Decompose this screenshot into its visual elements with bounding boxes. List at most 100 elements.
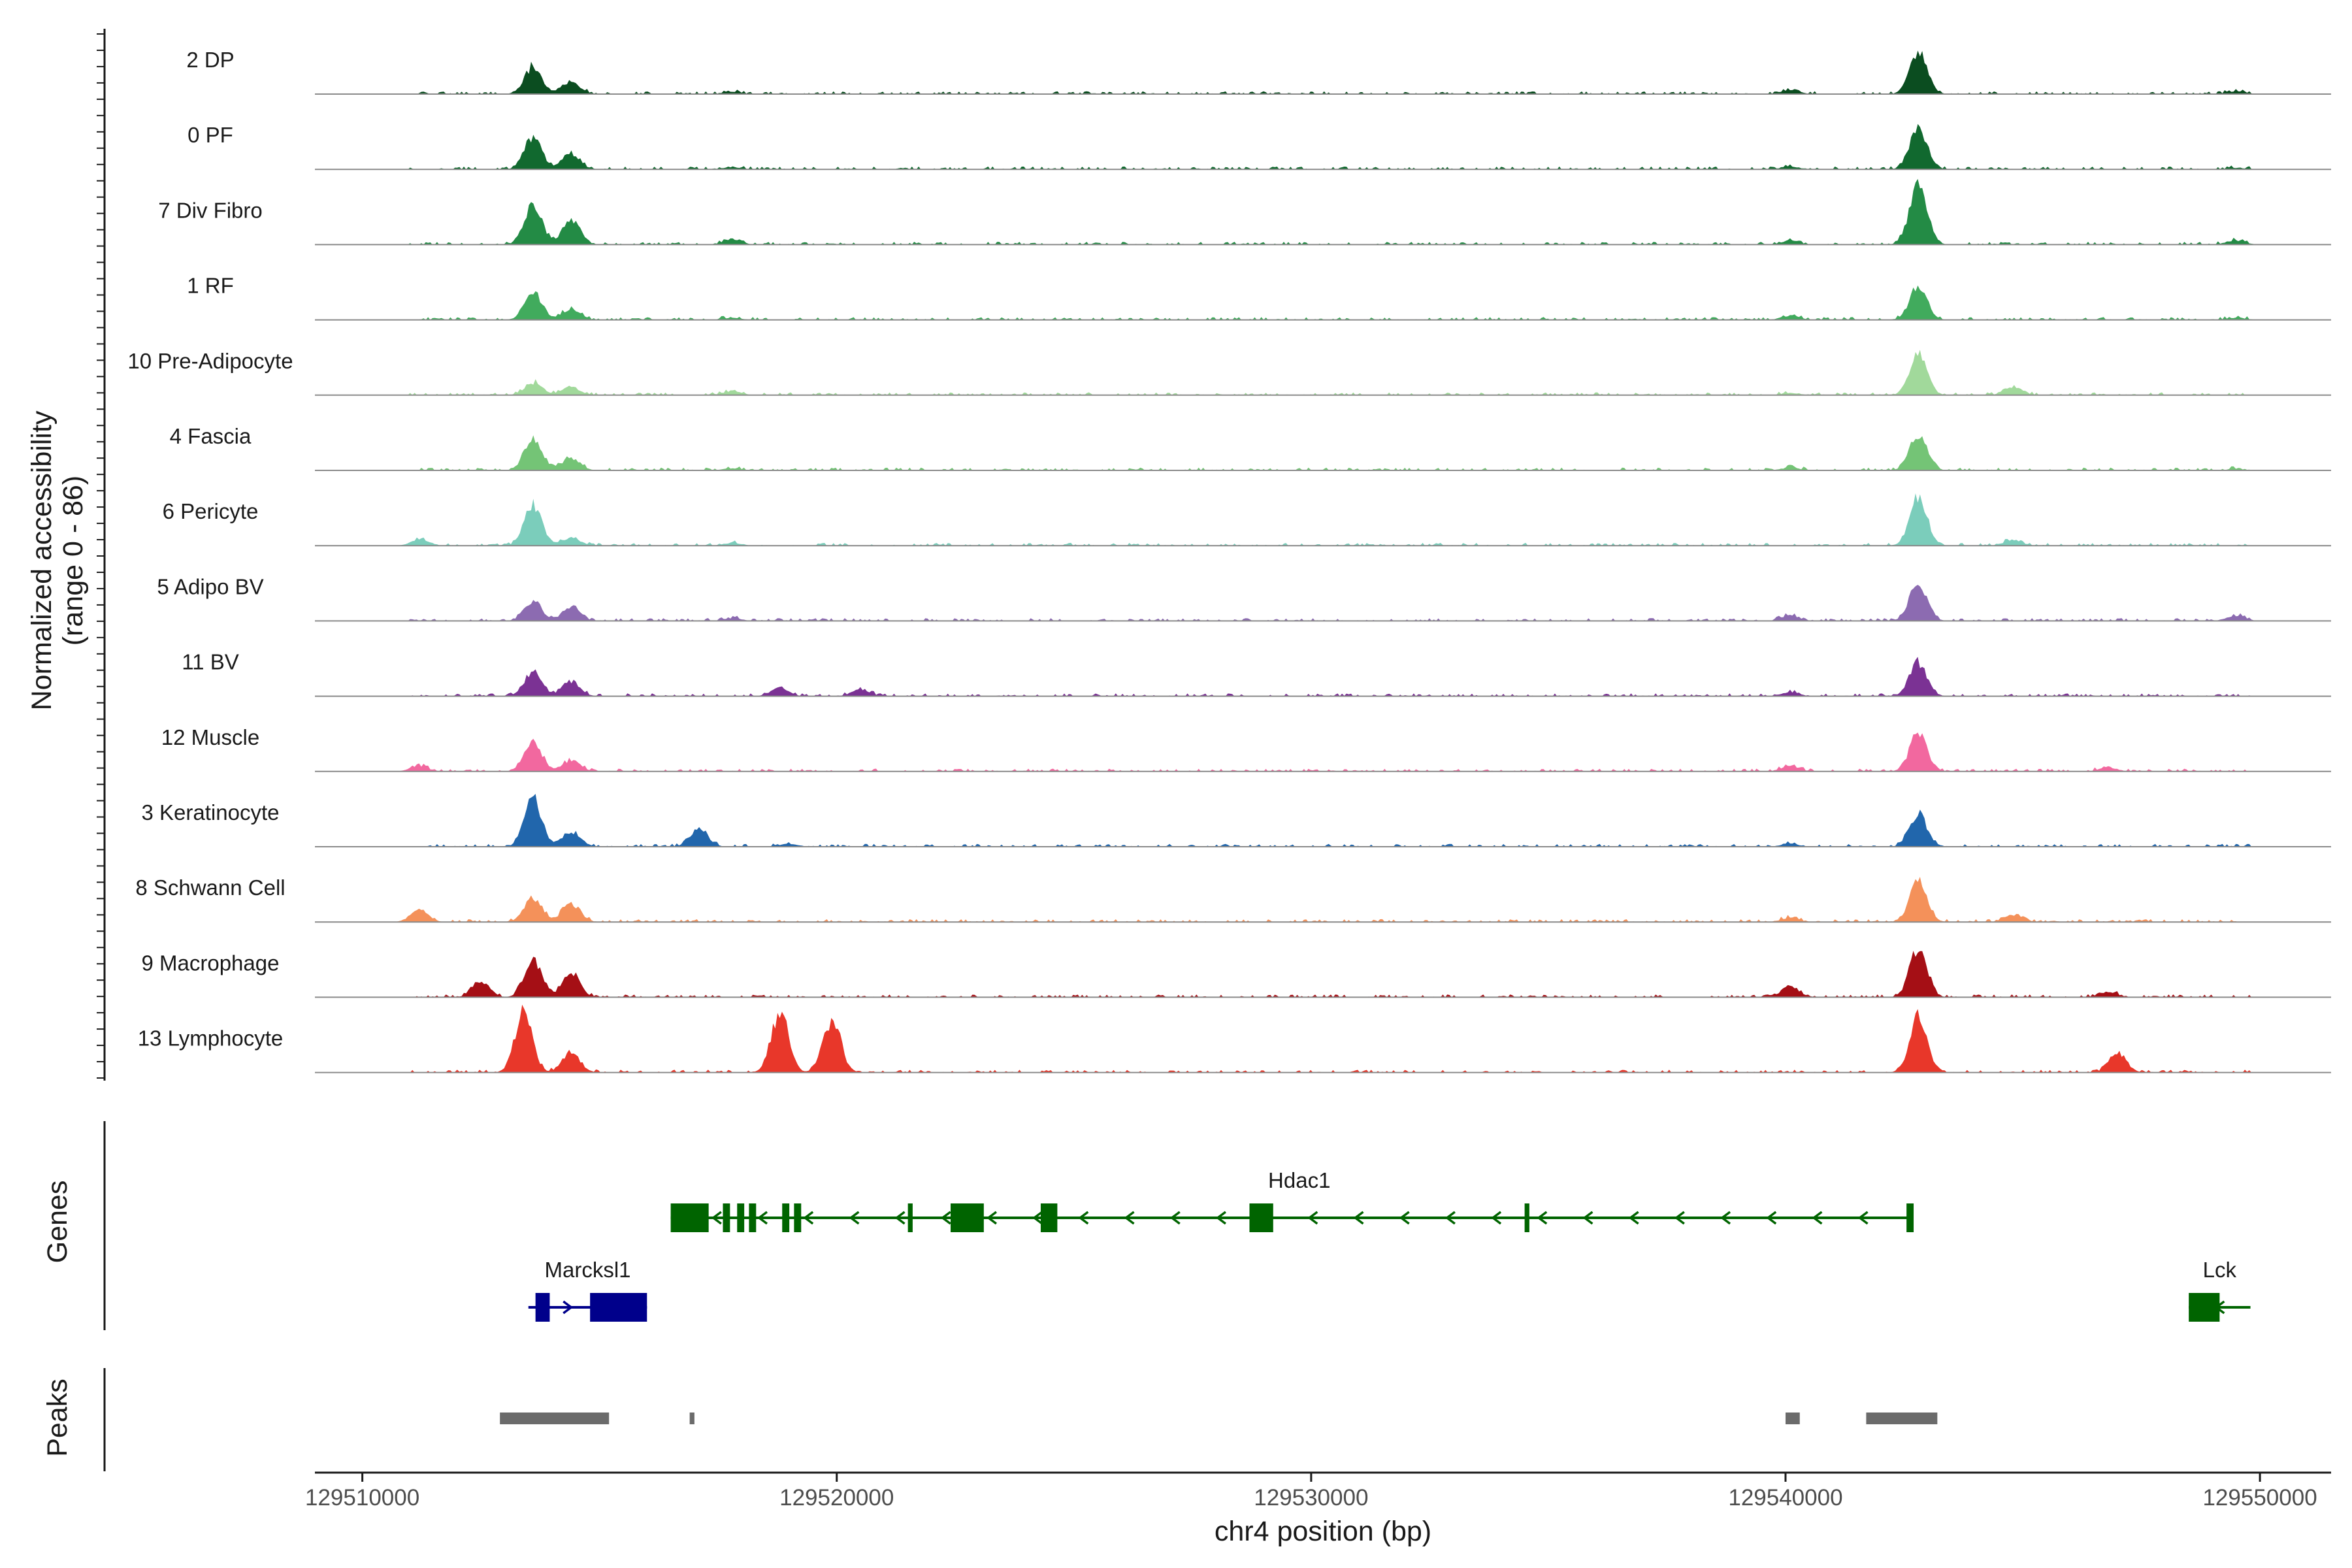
track-label: 6 Pericyte <box>163 499 259 523</box>
gene-lck: Lck <box>2189 1258 2251 1322</box>
gene-track: Hdac1 Marcksl1 Lck <box>528 1168 2251 1322</box>
track-10-pre-adipocyte: 10 Pre-Adipocyte <box>127 349 2331 396</box>
gene-exon <box>794 1203 802 1232</box>
track-5-adipo-bv: 5 Adipo BV <box>157 574 2331 622</box>
coverage-area <box>315 50 2331 94</box>
gene-exon <box>1524 1203 1529 1232</box>
track-13-lymphocyte: 13 Lymphocyte <box>138 1004 2331 1073</box>
track-6-pericyte: 6 Pericyte <box>163 493 2331 547</box>
track-label: 1 RF <box>187 274 234 298</box>
strand-arrow <box>1491 1211 1502 1225</box>
track-8-schwann-cell: 8 Schwann Cell <box>135 875 2331 923</box>
strand-arrow <box>987 1211 997 1225</box>
coverage-area <box>315 585 2331 621</box>
coverage-area <box>315 123 2331 170</box>
gene-label: Lck <box>2203 1258 2237 1282</box>
coverage-area <box>315 1004 2331 1073</box>
coverage-area <box>315 732 2331 772</box>
strand-arrow <box>1766 1211 1777 1225</box>
coverage-area <box>315 877 2331 923</box>
x-tick-label: 129520000 <box>779 1485 894 1511</box>
y-axis-title-line1: Normalized accessibility <box>26 410 57 710</box>
track-label: 5 Adipo BV <box>157 574 263 598</box>
track-3-keratinocyte: 3 Keratinocyte <box>142 794 2331 847</box>
track-label: 9 Macrophage <box>142 951 280 975</box>
coverage-area <box>315 794 2331 847</box>
track-1-rf: 1 RF <box>187 274 2331 321</box>
gene-exon <box>907 1203 913 1232</box>
peaks-track <box>500 1413 1938 1424</box>
gene-exon <box>670 1203 709 1232</box>
track-12-muscle: 12 Muscle <box>161 725 2331 772</box>
gene-exon <box>950 1203 984 1232</box>
strand-arrow <box>1582 1211 1593 1225</box>
strand-arrow <box>757 1211 768 1225</box>
x-axis-title: chr4 position (bp) <box>1215 1516 1431 1547</box>
gene-exon <box>1249 1203 1273 1232</box>
gene-exon <box>723 1203 730 1232</box>
strand-arrow <box>1537 1211 1548 1225</box>
peak-region <box>689 1413 694 1424</box>
track-label: 11 BV <box>182 650 238 674</box>
track-label: 13 Lymphocyte <box>138 1026 284 1051</box>
peaks-panel-label: Peaks <box>42 1379 73 1457</box>
track-label: 0 PF <box>188 123 233 147</box>
track-11-bv: 11 BV <box>182 650 2331 697</box>
track-label: 3 Keratinocyte <box>142 800 280 825</box>
strand-arrow <box>563 1300 574 1315</box>
coverage-area <box>315 435 2331 470</box>
gene-exon <box>2189 1293 2220 1322</box>
coverage-area <box>315 350 2331 395</box>
strand-arrow <box>1169 1211 1181 1225</box>
gene-exon <box>782 1203 790 1232</box>
strand-arrow <box>1399 1211 1410 1225</box>
strand-arrow <box>1215 1211 1226 1225</box>
genes-panel-label: Genes <box>42 1181 73 1264</box>
strand-arrow <box>803 1211 814 1225</box>
coverage-tracks: 2 DP 0 PF 7 Div Fibro 1 RF 10 Pre-Adipocyte 4… <box>127 48 2331 1073</box>
strand-arrow <box>894 1211 906 1225</box>
track-label: 8 Schwann Cell <box>135 875 285 900</box>
gene-exon <box>749 1203 757 1232</box>
track-label: 4 Fascia <box>170 424 252 448</box>
track-label: 7 Div Fibro <box>158 198 263 222</box>
x-tick-label: 129510000 <box>305 1485 419 1511</box>
track-label: 2 DP <box>186 48 234 72</box>
x-tick-label: 129550000 <box>2202 1485 2317 1511</box>
strand-arrow <box>1353 1211 1364 1225</box>
strand-arrow <box>1078 1211 1089 1225</box>
peak-region <box>1785 1413 1800 1424</box>
track-0-pf: 0 PF <box>188 123 2331 171</box>
strand-arrow <box>1720 1211 1731 1225</box>
x-tick-label: 129540000 <box>1728 1485 1842 1511</box>
strand-arrow <box>1857 1211 1869 1225</box>
gene-exon <box>737 1203 745 1232</box>
coverage-area <box>315 493 2331 546</box>
strand-arrow <box>940 1211 951 1225</box>
track-7-div-fibro: 7 Div Fibro <box>158 178 2331 246</box>
strand-arrow <box>711 1211 722 1225</box>
y-axis-title-line2: (range 0 - 86) <box>57 476 89 646</box>
coverage-area <box>315 657 2331 696</box>
track-2-dp: 2 DP <box>186 48 2331 95</box>
strand-arrow <box>1674 1211 1685 1225</box>
gene-exon <box>1040 1203 1058 1232</box>
gene-label: Hdac1 <box>1268 1168 1330 1192</box>
gene-marcksl1: Marcksl1 <box>528 1258 647 1322</box>
x-axis: 129510000 129520000 129530000 129540000 1295… <box>305 1471 2331 1511</box>
gene-exon <box>535 1293 550 1322</box>
peak-region <box>500 1413 610 1424</box>
coverage-area <box>315 951 2331 998</box>
gene-label: Marcksl1 <box>545 1258 631 1282</box>
gene-exon <box>1906 1203 1914 1232</box>
gene-exon <box>590 1293 647 1322</box>
track-9-macrophage: 9 Macrophage <box>142 951 2331 998</box>
strand-arrow <box>1124 1211 1135 1225</box>
strand-arrow <box>849 1211 860 1225</box>
coverage-area <box>315 285 2331 320</box>
strand-arrow <box>1445 1211 1456 1225</box>
track-label: 10 Pre-Adipocyte <box>127 349 293 373</box>
strand-arrow <box>1812 1211 1823 1225</box>
peak-region <box>1866 1413 1938 1424</box>
x-tick-label: 129530000 <box>1254 1485 1368 1511</box>
